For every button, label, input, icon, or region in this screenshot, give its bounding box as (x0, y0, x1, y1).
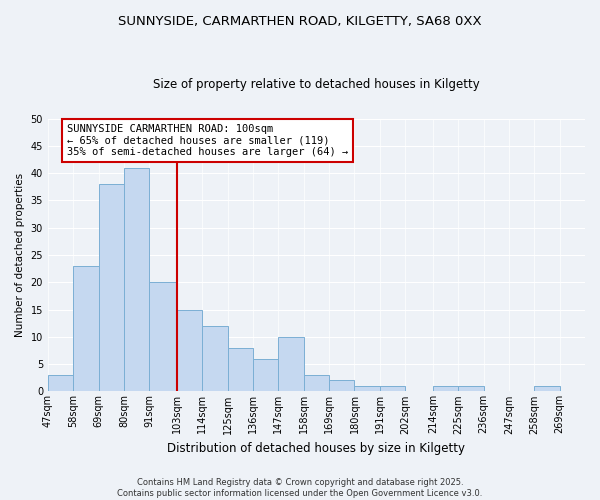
Text: SUNNYSIDE CARMARTHEN ROAD: 100sqm
← 65% of detached houses are smaller (119)
35%: SUNNYSIDE CARMARTHEN ROAD: 100sqm ← 65% … (67, 124, 348, 157)
Bar (73, 266, 98, 392)
Title: Size of property relative to detached houses in Kilgetty: Size of property relative to detached ho… (153, 78, 480, 91)
Bar (202, 326, 228, 392)
Bar (228, 348, 253, 392)
Text: SUNNYSIDE, CARMARTHEN ROAD, KILGETTY, SA68 0XX: SUNNYSIDE, CARMARTHEN ROAD, KILGETTY, SA… (118, 15, 482, 28)
Bar (380, 386, 405, 392)
Bar (278, 337, 304, 392)
Bar (149, 282, 177, 392)
Bar (253, 358, 278, 392)
Bar (98, 184, 124, 392)
Bar (124, 168, 149, 392)
Bar (48, 375, 73, 392)
Bar (534, 386, 560, 392)
Y-axis label: Number of detached properties: Number of detached properties (15, 173, 25, 337)
Bar (304, 375, 329, 392)
X-axis label: Distribution of detached houses by size in Kilgetty: Distribution of detached houses by size … (167, 442, 466, 455)
Bar (329, 380, 355, 392)
Bar (355, 386, 380, 392)
Text: Contains HM Land Registry data © Crown copyright and database right 2025.
Contai: Contains HM Land Registry data © Crown c… (118, 478, 482, 498)
Bar (177, 310, 202, 392)
Bar (433, 386, 458, 392)
Bar (458, 386, 484, 392)
